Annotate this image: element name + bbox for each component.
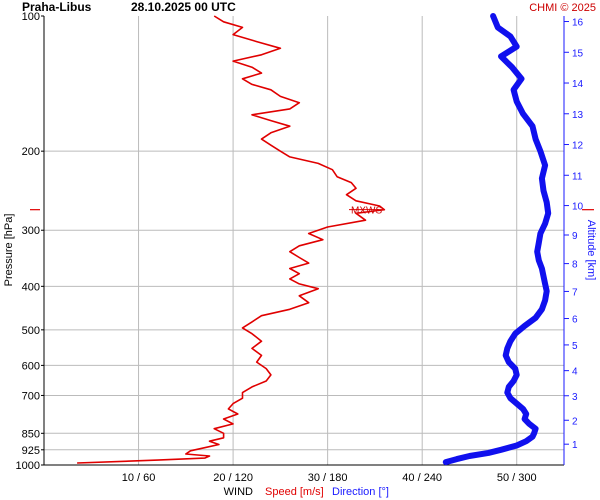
speed-line	[77, 15, 386, 464]
altitude-tick-label: 13	[572, 110, 584, 121]
pressure-tick-label: 1000	[16, 460, 40, 472]
grid	[44, 16, 564, 465]
altitude-tick-label: 1	[572, 440, 578, 451]
y-axis-label: Pressure [hPa]	[3, 214, 15, 287]
altitude-tick-label: 2	[572, 416, 578, 427]
altitude-tick-label: 11	[572, 171, 583, 182]
pressure-tick-label: 600	[22, 360, 40, 372]
direction-line	[442, 13, 552, 466]
altitude-tick-label: 14	[572, 79, 584, 90]
x-tick-label: 50 / 300	[497, 472, 537, 484]
pressure-tick-label: 300	[22, 225, 40, 237]
y2-axis-label: Altitude [km]	[585, 220, 597, 281]
altitude-tick-label: 7	[572, 287, 578, 298]
altitude-tick-label: 5	[572, 341, 578, 352]
plot-frame	[43, 16, 565, 466]
credit-label: CHMI © 2025	[529, 2, 596, 14]
x-label-wind: WIND	[224, 486, 253, 498]
altitude-tick-label: 3	[572, 392, 578, 403]
station-title: Praha-Libus	[22, 0, 92, 14]
pressure-tick-label: 200	[22, 146, 40, 158]
x-tick-label: 30 / 180	[308, 472, 348, 484]
altitude-tick-label: 15	[572, 48, 584, 59]
altitude-tick-label: 10	[572, 202, 584, 213]
pressure-tick-labels: 100 200 300 400 500 600 700 850 925 1000	[16, 11, 44, 472]
altitude-tick-label: 16	[572, 18, 584, 29]
altitude-tick-label: 6	[572, 315, 578, 326]
altitude-tick-label: 12	[572, 141, 584, 152]
max-wind-label: MXWS	[351, 206, 382, 217]
x-label-direction: Direction [°]	[332, 486, 389, 498]
pressure-tick-label: 850	[22, 428, 40, 440]
datetime-title: 28.10.2025 00 UTC	[131, 0, 236, 14]
x-tick-label: 20 / 120	[213, 472, 253, 484]
altitude-tick-label: 4	[572, 367, 578, 378]
x-label-speed: Speed [m/s]	[265, 486, 324, 498]
x-tick-label: 40 / 240	[402, 472, 442, 484]
altitude-tick-label: 8	[572, 260, 578, 271]
pressure-tick-label: 700	[22, 390, 40, 402]
series-layer	[77, 13, 552, 466]
pressure-tick-label: 925	[22, 445, 40, 457]
altitude-tick-label: 9	[572, 231, 578, 242]
x-tick-labels: 10 / 60 20 / 120 30 / 180 40 / 240 50 / 300	[122, 472, 537, 484]
pressure-tick-label: 500	[22, 325, 40, 337]
pressure-tick-label: 100	[22, 11, 40, 23]
pressure-tick-label: 400	[22, 281, 40, 293]
x-tick-label: 10 / 60	[122, 472, 156, 484]
